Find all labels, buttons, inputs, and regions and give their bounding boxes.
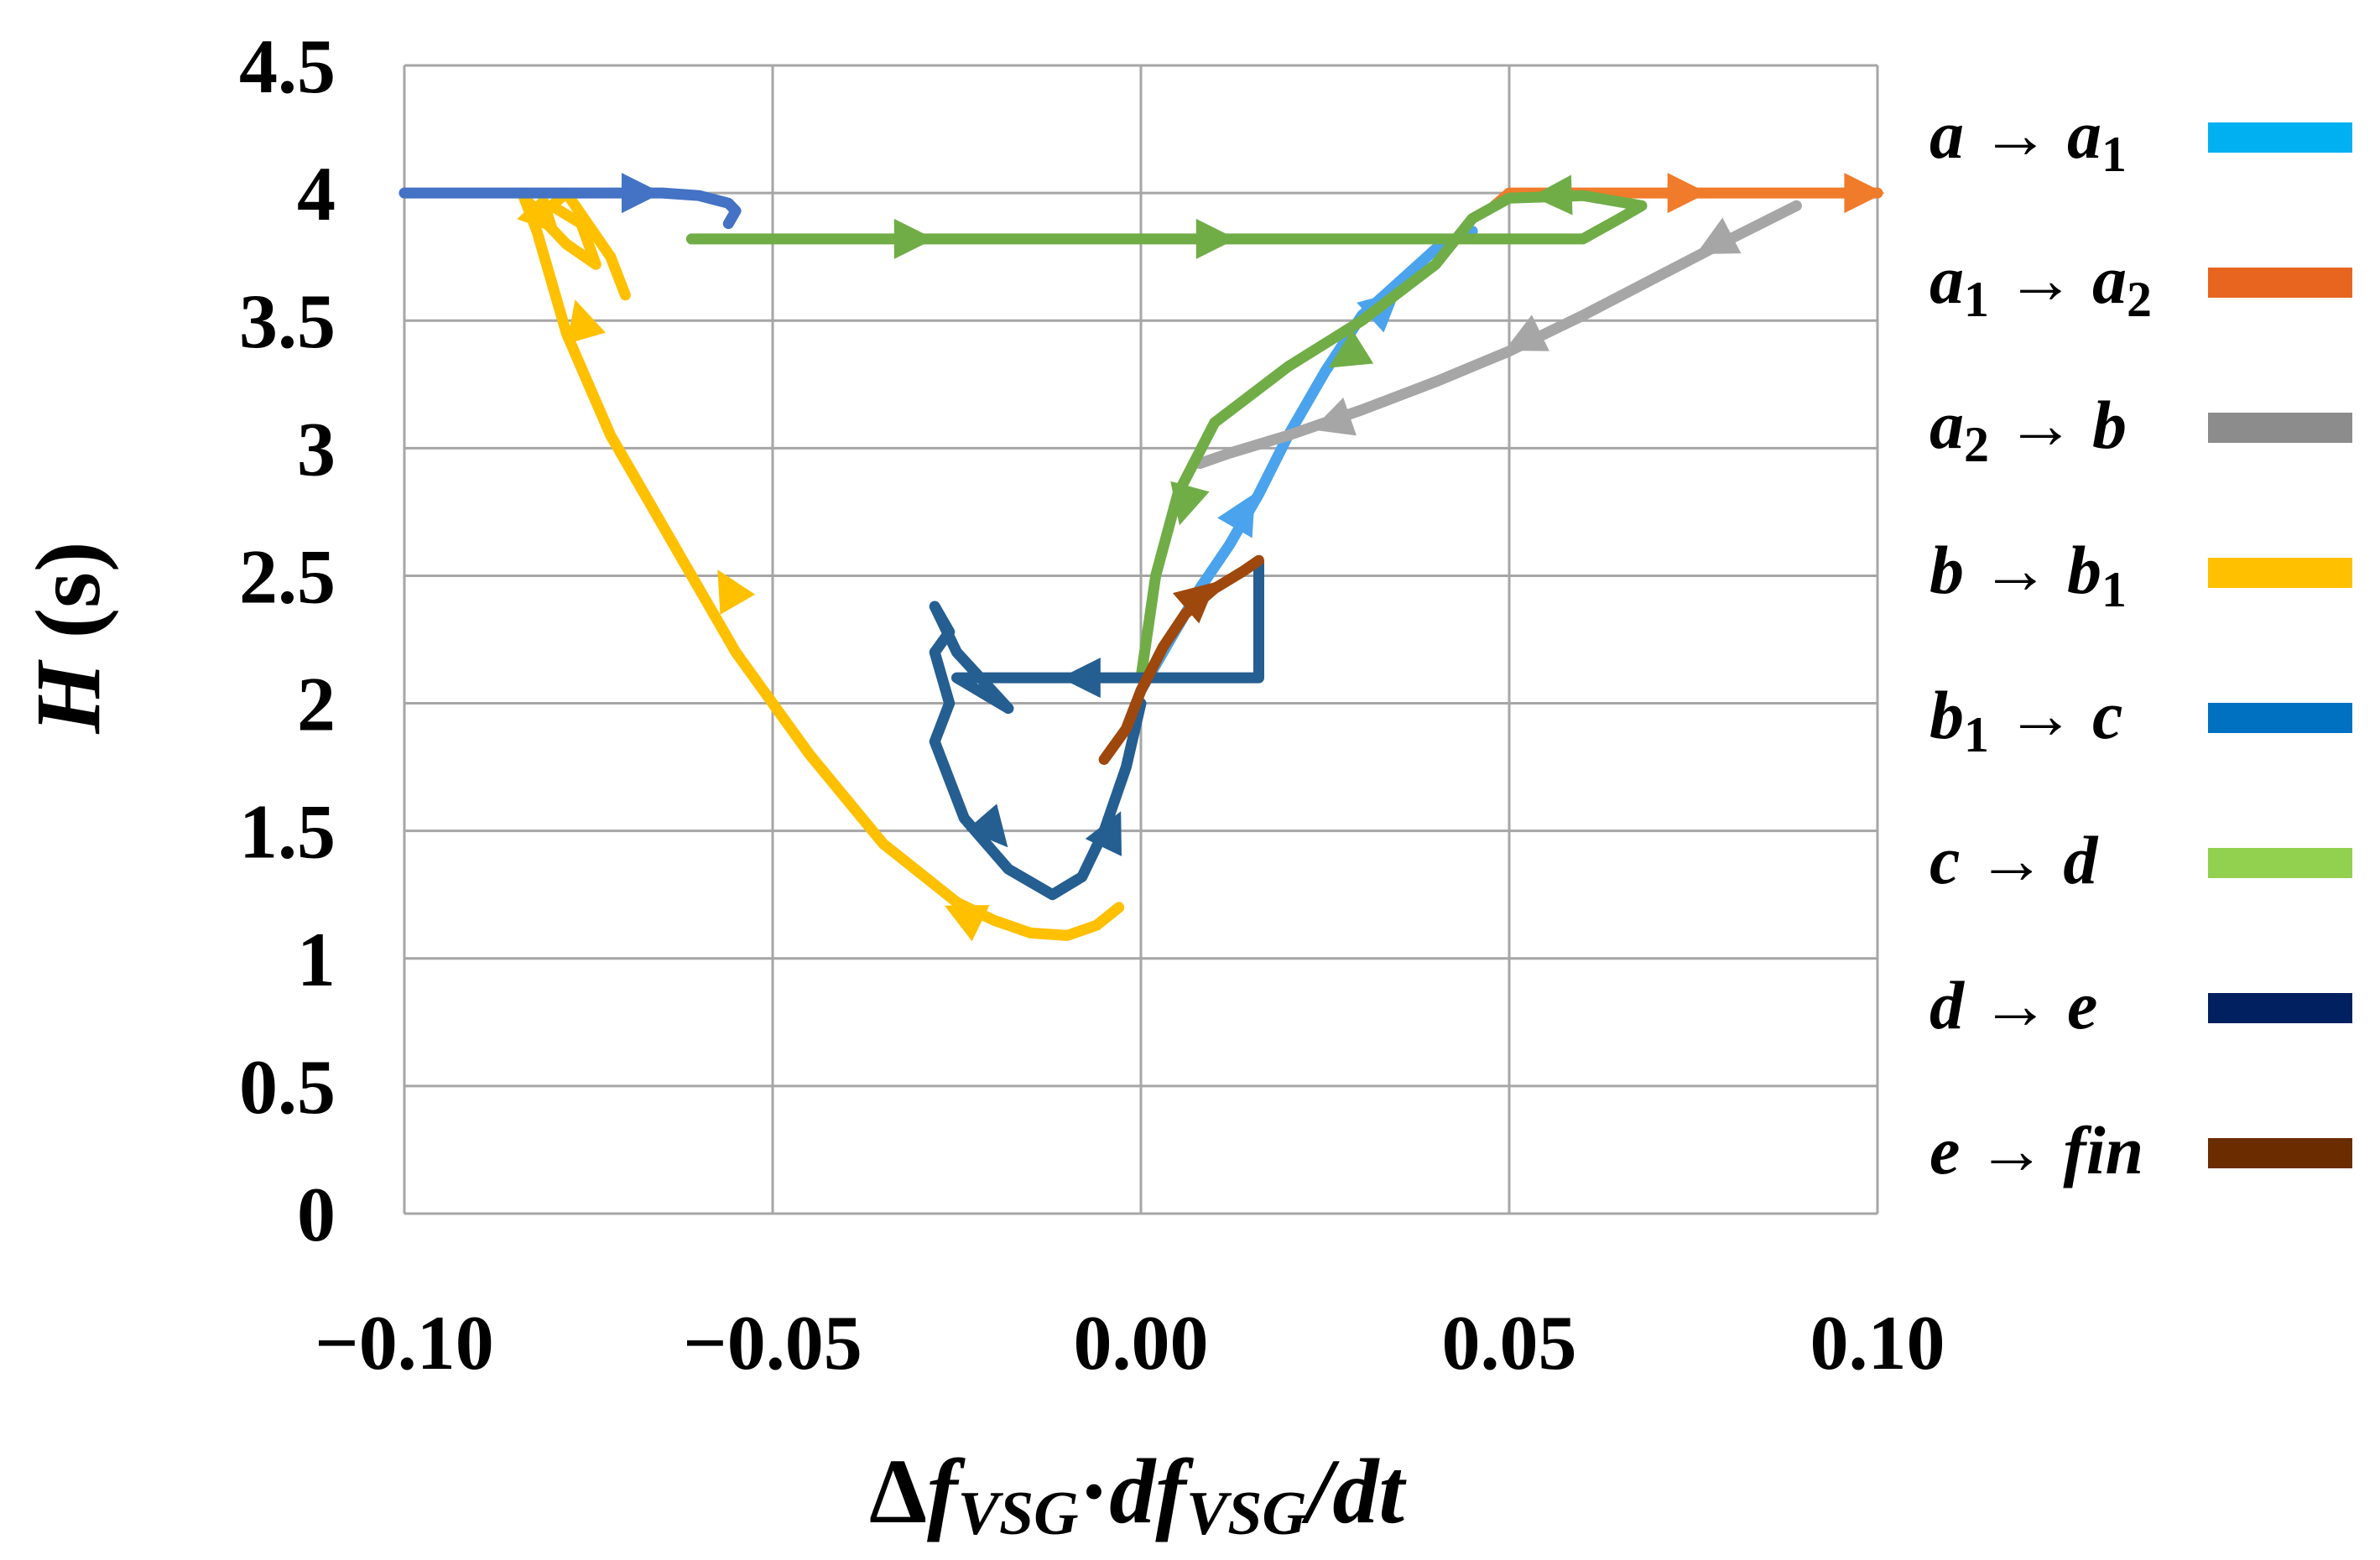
x-axis-ticks: −0.10 −0.05 0.00 0.05 0.10: [315, 1300, 1945, 1386]
direction-arrow: [622, 173, 662, 214]
x-axis-title-sub1: VSG: [958, 1479, 1079, 1548]
x-tick-label: 0.10: [1810, 1300, 1945, 1386]
direction-arrow: [566, 299, 606, 344]
x-tick-label: −0.05: [683, 1300, 862, 1386]
x-axis-title-delta: Δ: [869, 1440, 927, 1542]
legend-item: b → b1: [1930, 532, 2352, 617]
direction-arrow: [517, 191, 560, 235]
series-line: [1194, 200, 1802, 470]
legend-swatch: [2208, 848, 2352, 878]
legend-item: a2 → b: [1930, 387, 2352, 472]
direction-arrow: [1085, 811, 1122, 856]
y-axis-ticks: 0 0.5 1 1.5 2 2.5 3 3.5 4 4.5: [239, 23, 336, 1257]
series-line: [685, 190, 1648, 684]
direction-arrow: [1311, 398, 1357, 436]
legend-swatch: [2208, 993, 2352, 1023]
x-axis-title-df: df: [1109, 1440, 1194, 1542]
y-axis-title-var: H: [17, 659, 119, 735]
direction-arrow: [1504, 315, 1549, 351]
x-axis-title: ΔfVSG·dfVSG/dt: [869, 1440, 1407, 1548]
y-axis-title: H (s): [17, 541, 119, 734]
y-axis-title-unit: (s): [17, 541, 119, 662]
series-line: [398, 187, 742, 230]
legend-item: d → e: [1930, 967, 2352, 1043]
y-tick-label: 4: [297, 151, 336, 237]
direction-arrow: [966, 803, 1008, 848]
legend-swatch: [2208, 558, 2352, 588]
legend-label: b1 → c: [1930, 677, 2122, 762]
direction-arrow: [1695, 217, 1742, 255]
series-line: [929, 557, 1264, 901]
legend-label: d → e: [1930, 967, 2097, 1043]
direction-arrow: [1195, 218, 1237, 259]
legend: a → a1 a1 → a2 a2 → b b → b1 b1 → c c → d d → …: [1930, 96, 2352, 1188]
y-tick-label: 2: [297, 662, 336, 747]
y-tick-label: 0.5: [239, 1044, 336, 1130]
x-tick-label: −0.10: [315, 1300, 493, 1386]
legend-label: b → b1: [1930, 532, 2127, 617]
series-line: [517, 187, 1125, 941]
x-axis-title-dot: ·: [1079, 1440, 1110, 1542]
legend-label: a2 → b: [1930, 387, 2127, 472]
direction-arrow: [1667, 173, 1708, 214]
y-tick-label: 2.5: [239, 533, 336, 619]
series-line: [1098, 554, 1264, 765]
legend-swatch: [2208, 703, 2352, 733]
legend-label: e → fin: [1930, 1112, 2143, 1188]
direction-arrow: [1060, 658, 1101, 699]
y-tick-label: 4.5: [239, 23, 336, 109]
legend-label: c → d: [1930, 822, 2098, 898]
y-tick-label: 3.5: [239, 278, 336, 364]
y-tick-label: 0: [297, 1172, 336, 1257]
y-tick-label: 1: [297, 917, 336, 1002]
series-4: [398, 173, 742, 230]
direction-arrow: [893, 218, 935, 259]
direction-arrow: [1844, 173, 1885, 214]
y-tick-label: 3: [297, 406, 336, 491]
direction-arrow: [1328, 329, 1374, 368]
legend-item: a → a1: [1930, 96, 2352, 182]
legend-item: b1 → c: [1930, 677, 2352, 762]
x-axis-title-dt: /dt: [1301, 1440, 1408, 1542]
legend-swatch: [2208, 413, 2352, 443]
direction-arrow: [1531, 174, 1573, 216]
plot-area: [398, 173, 1885, 942]
direction-arrow: [1170, 481, 1210, 526]
legend-item: a1 → a2: [1930, 242, 2352, 327]
direction-arrow: [1217, 492, 1255, 538]
legend-swatch: [2208, 268, 2352, 298]
direction-arrow: [717, 569, 756, 615]
x-tick-label: 0.00: [1074, 1300, 1209, 1386]
legend-item: e → fin: [1930, 1112, 2352, 1188]
y-tick-label: 1.5: [239, 789, 336, 875]
x-axis-title-sub2: VSG: [1186, 1479, 1307, 1548]
series-6: [929, 557, 1264, 901]
legend-label: a → a1: [1930, 96, 2127, 182]
series-7: [1098, 554, 1264, 765]
legend-swatch: [2208, 122, 2352, 153]
direction-arrow: [944, 905, 990, 942]
legend-item: c → d: [1930, 822, 2352, 898]
direction-arrow: [1172, 581, 1216, 624]
legend-label: a1 → a2: [1930, 242, 2152, 327]
series-2: [1194, 200, 1802, 470]
x-tick-label: 0.05: [1442, 1300, 1577, 1386]
legend-swatch: [2208, 1138, 2352, 1168]
series-3: [517, 187, 1125, 942]
series-5: [685, 174, 1648, 684]
